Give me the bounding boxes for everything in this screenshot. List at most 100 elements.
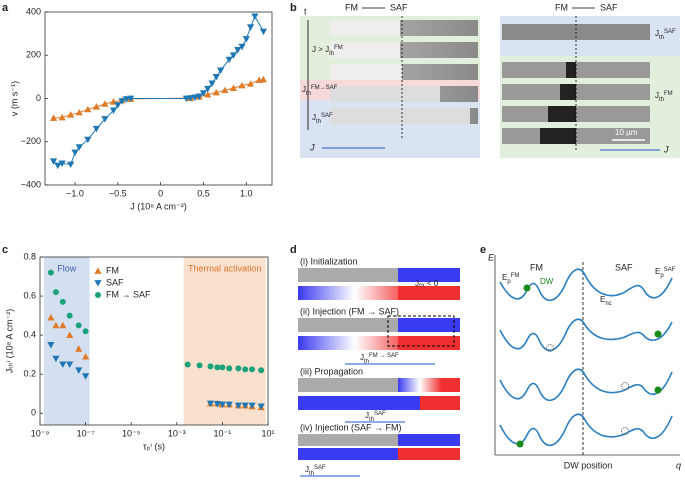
axis-label: DW position [564, 460, 613, 470]
panel-label: e [480, 244, 486, 256]
point [75, 144, 83, 151]
t: FM → SAF [369, 353, 399, 359]
t: th [316, 119, 321, 125]
point [207, 363, 214, 370]
point [75, 322, 82, 329]
x-tick-label: 1.0 [240, 188, 253, 198]
y-tick-label: 0.6 [23, 290, 36, 300]
point [101, 100, 109, 107]
label: EpSAF [655, 267, 676, 279]
point [47, 269, 54, 276]
point [196, 362, 203, 369]
y-tick-label: 200 [26, 50, 41, 60]
point [234, 402, 242, 410]
x-tick-label: 10¹ [261, 428, 274, 438]
panel-e: E FM SAF DW EpFM EpSAF Enc DW position q [488, 252, 681, 470]
t: E [655, 267, 660, 276]
point [218, 401, 226, 409]
t: J [302, 85, 306, 94]
point [66, 312, 73, 319]
point [54, 162, 62, 170]
legend-label: SAF [106, 277, 124, 287]
y-axis-label: Jₜₕⁱ (10⁸ A cm⁻²) [4, 309, 14, 373]
t: SAF [664, 29, 676, 35]
point [114, 102, 122, 109]
point [92, 103, 100, 110]
point [248, 402, 256, 410]
x-tick-label: 10⁻⁷ [77, 428, 95, 438]
t: th [309, 471, 314, 477]
y-tick-label: 0.8 [23, 251, 36, 261]
point [52, 289, 59, 296]
t: FM [664, 91, 673, 97]
label: SAF [615, 262, 633, 272]
point [75, 108, 83, 116]
y-tick-label: 0.4 [23, 330, 36, 340]
step-title: (iv) Injection (SAF → FM) [300, 422, 402, 432]
point [58, 160, 66, 167]
point [225, 56, 233, 64]
x-axis-label: J (10⁸ A cm⁻²) [130, 201, 187, 211]
label: JthSAF [365, 411, 386, 423]
y-tick-label: −400 [21, 179, 41, 189]
y-tick-label: 0 [31, 408, 36, 418]
point [219, 364, 226, 371]
t: FM [511, 273, 520, 279]
point [109, 107, 118, 114]
point [82, 373, 90, 380]
point [101, 116, 109, 123]
t: J [325, 45, 329, 54]
header: FM [345, 2, 358, 12]
point [235, 365, 242, 372]
x-tick-label: 10⁻³ [168, 428, 186, 438]
point [82, 328, 89, 335]
t: th [364, 359, 369, 365]
t: th [329, 51, 334, 57]
point [82, 353, 90, 360]
x-tick-label: 0 [158, 188, 163, 198]
threshold-label: JthSAF [655, 29, 676, 41]
t: E [502, 273, 507, 282]
threshold-label: JthSAF [312, 113, 333, 125]
label: JthSAF [305, 465, 326, 477]
region-label: Thermal activation [188, 263, 262, 273]
x-tick-label: 10⁻⁹ [31, 428, 50, 438]
point [118, 98, 126, 105]
point [52, 321, 60, 329]
point [213, 401, 221, 408]
point [94, 267, 102, 274]
point [49, 114, 58, 121]
point [71, 149, 79, 157]
point [84, 105, 92, 113]
point [122, 96, 130, 103]
threshold-label: JthFM→SAF [302, 85, 338, 97]
region [183, 257, 266, 425]
point [217, 67, 225, 74]
point [58, 113, 66, 121]
point [214, 364, 221, 371]
panel-label: a [2, 2, 9, 14]
point [52, 355, 60, 363]
point [212, 73, 220, 81]
t: SAF [664, 267, 676, 273]
y-tick-label: 400 [26, 6, 41, 16]
point [259, 75, 268, 83]
point [66, 331, 74, 339]
point [184, 361, 191, 368]
current-label: J [663, 144, 669, 154]
header: FM [555, 2, 568, 12]
plot-frame [39, 256, 269, 426]
t: SAF [321, 113, 333, 119]
threshold-label: JthFM [655, 91, 673, 103]
point [221, 86, 229, 94]
axis-label: E [488, 252, 495, 262]
point [49, 158, 58, 165]
t: p [507, 279, 511, 285]
threshold-label: J > JthFM [312, 45, 343, 57]
point [246, 24, 255, 31]
axis-label: t [304, 6, 307, 16]
t: E [600, 295, 605, 304]
panel-label: b [290, 2, 297, 14]
point [75, 345, 83, 352]
point [204, 85, 212, 93]
